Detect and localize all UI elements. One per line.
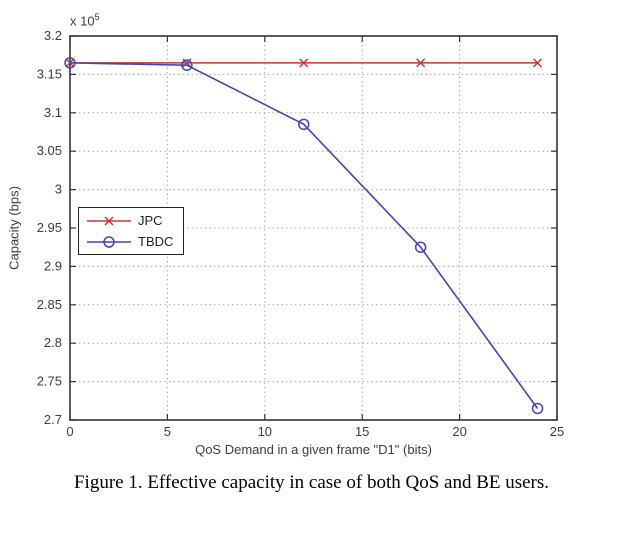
svg-text:3.05: 3.05 [37,143,62,158]
svg-text:3.2: 3.2 [44,28,62,43]
svg-text:2.95: 2.95 [37,220,62,235]
tbdc-line-sample [87,235,131,248]
legend-item-jpc: JPC [86,212,183,230]
svg-text:3: 3 [55,182,62,197]
svg-text:2.7: 2.7 [44,412,62,427]
svg-text:25: 25 [550,424,564,439]
y-axis-multiplier-base: x 10 [70,13,95,29]
legend: JPC TBDC [78,207,184,255]
svg-text:5: 5 [164,424,171,439]
legend-label-tbdc: TBDC [138,234,174,249]
svg-text:2.75: 2.75 [37,374,62,389]
figure-caption: Figure 1. Effective capacity in case of … [73,472,550,493]
svg-text:2.8: 2.8 [44,335,62,350]
y-axis-multiplier-exponent: 5 [94,12,100,22]
svg-text:0: 0 [66,424,73,439]
svg-text:20: 20 [452,424,466,439]
legend-item-tbdc: TBDC [86,233,183,251]
svg-text:3.15: 3.15 [37,66,62,81]
legend-label-jpc: JPC [138,213,163,228]
svg-text:2.9: 2.9 [44,258,62,273]
jpc-line-sample [87,215,131,226]
x-axis-label: QoS Demand in a given frame "D1" (bits) [195,442,432,457]
y-axis-multiplier: x 105 [70,12,100,28]
svg-text:2.85: 2.85 [37,297,62,312]
svg-text:15: 15 [355,424,369,439]
capacity-chart: 0 5 10 15 20 25 2.7 2.75 2.8 2.85 2.9 2.95 3 3.05 3.1 3… [37,28,565,439]
svg-text:3.1: 3.1 [44,105,62,120]
y-axis-label: Capacity (bps) [6,186,22,270]
svg-text:10: 10 [258,424,272,439]
